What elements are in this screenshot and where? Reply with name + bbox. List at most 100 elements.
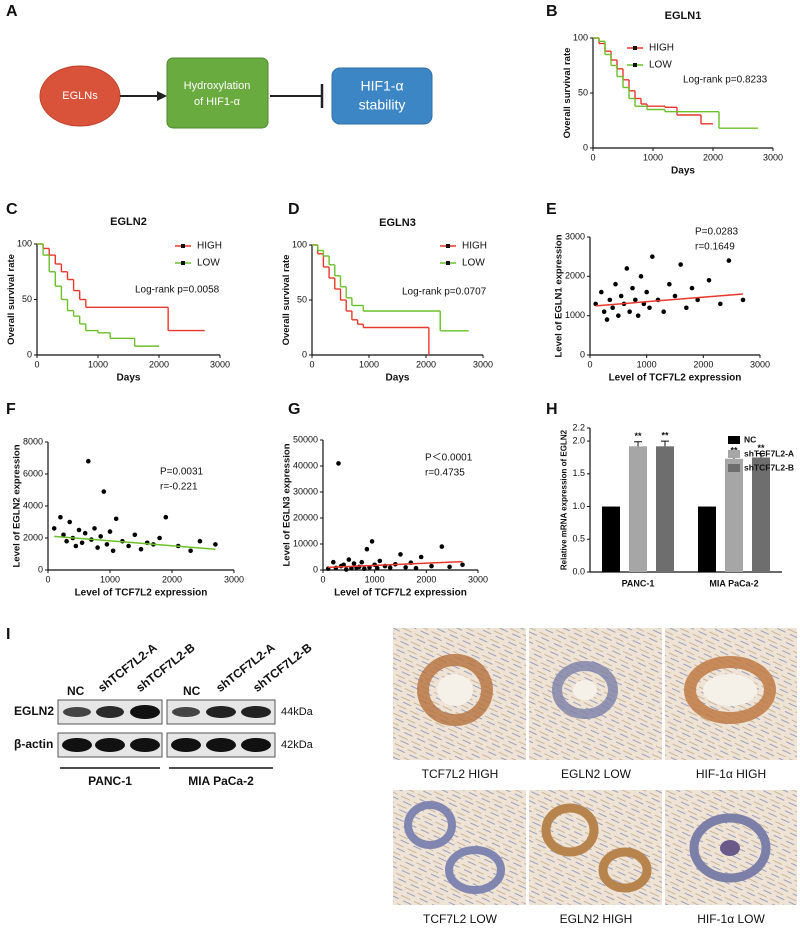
chart-title: EGLN2 xyxy=(110,216,147,228)
y-tick-label: 20000 xyxy=(293,512,318,522)
panel-letter: I xyxy=(6,626,10,643)
significance-label: ** xyxy=(661,430,669,440)
band xyxy=(206,738,236,752)
y-tick-label: 0 xyxy=(313,564,318,574)
legend-label: LOW xyxy=(649,60,672,71)
y-axis-label: Level of EGLN3 expression xyxy=(282,443,293,566)
scatter-point xyxy=(92,526,97,531)
bar xyxy=(698,506,716,572)
scatter-point xyxy=(661,309,666,315)
panel-letter: G xyxy=(288,401,300,418)
arrow-head xyxy=(157,91,167,101)
legend-label: HIGH xyxy=(197,241,222,252)
band xyxy=(172,707,200,717)
ihc-caption: TCF7L2 LOW xyxy=(423,912,498,926)
panel-letter: H xyxy=(546,401,558,418)
legend-label: LOW xyxy=(197,258,220,269)
legend-marker xyxy=(181,244,185,248)
scatter-point xyxy=(138,546,144,552)
scatter-point xyxy=(613,281,618,287)
legend-marker xyxy=(181,261,185,265)
annotation: P＜0.0001 xyxy=(425,453,473,464)
band xyxy=(206,706,236,718)
scatter-point xyxy=(429,563,434,569)
scatter-point xyxy=(343,567,349,572)
scatter-point xyxy=(86,458,91,464)
y-tick-label: 2.0 xyxy=(572,435,585,445)
y-axis-label: Overall survival rate xyxy=(562,48,573,139)
y-tick-label: 4000 xyxy=(23,500,43,510)
panel-letter: B xyxy=(546,3,558,20)
y-tick-label: 0 xyxy=(27,349,32,359)
scatter-point xyxy=(398,552,403,557)
x-axis-label: Days xyxy=(117,373,141,384)
y-tick-label: 100 xyxy=(573,32,588,42)
chart-title: EGLN1 xyxy=(665,10,702,22)
scatter-point xyxy=(647,305,652,311)
ihc-tile xyxy=(393,628,526,760)
size-label: 42kDa xyxy=(281,739,314,751)
y-tick-label: 0 xyxy=(38,564,43,574)
y-tick-label: 1.0 xyxy=(572,501,585,511)
lane-label: NC xyxy=(67,684,85,698)
bar xyxy=(752,457,770,572)
x-tick-label: 1000 xyxy=(359,359,379,369)
scatter-point xyxy=(413,565,419,571)
scatter-point xyxy=(726,258,732,263)
ihc-caption: HIF-1α LOW xyxy=(697,912,765,926)
scatter-point xyxy=(624,266,630,271)
y-axis-label: Relative mRNA expression of EGLN2 xyxy=(560,429,569,570)
x-tick-label: 1000 xyxy=(643,152,663,162)
x-axis-label: Days xyxy=(386,373,410,384)
y-tick-label: 40000 xyxy=(293,460,318,470)
scatter-point xyxy=(403,565,408,570)
size-label: 44kDa xyxy=(281,706,314,718)
ihc-tile xyxy=(665,790,797,905)
x-tick-label: 2000 xyxy=(703,152,723,162)
scatter-point xyxy=(73,543,79,549)
x-axis-label: Level of TCF7L2 expression xyxy=(75,588,208,599)
y-axis-label: Level of EGLN2 expression xyxy=(12,444,23,567)
y-tick-label: 50 xyxy=(578,87,588,97)
x-tick-label: 3000 xyxy=(763,152,783,162)
x-tick-label: 0 xyxy=(320,574,325,584)
legend-marker xyxy=(633,63,637,67)
scatter-point xyxy=(58,514,63,520)
scatter-point xyxy=(604,317,610,322)
ihc-caption: EGLN2 HIGH xyxy=(560,912,633,926)
error-bar xyxy=(757,453,765,458)
scatter-point xyxy=(110,548,116,554)
y-tick-label: 0.0 xyxy=(572,566,585,576)
scatter-point xyxy=(672,293,678,299)
scatter-point xyxy=(197,538,203,544)
scatter-point xyxy=(95,545,100,550)
scatter-point xyxy=(82,530,88,536)
legend-marker xyxy=(446,261,450,265)
bar xyxy=(725,458,743,572)
scatter-point xyxy=(718,301,723,307)
legend-label: HIGH xyxy=(649,43,674,54)
x-axis-label: Days xyxy=(671,166,695,177)
x-tick-label: 1000 xyxy=(88,359,108,369)
panel-letter: C xyxy=(6,201,18,218)
cell-line-label: PANC-1 xyxy=(88,774,132,788)
scatter-point xyxy=(377,558,383,564)
scatter-point xyxy=(61,532,66,538)
scatter-point xyxy=(695,297,700,303)
x-tick-label: 2000 xyxy=(416,574,436,584)
scatter-point xyxy=(684,305,689,311)
scatter-point xyxy=(460,562,465,568)
scatter-point xyxy=(633,297,638,303)
annotation: r=0.4735 xyxy=(425,468,465,479)
y-tick-label: 2000 xyxy=(565,271,585,281)
band xyxy=(171,738,201,752)
node-label: stability xyxy=(359,97,406,113)
band xyxy=(241,706,271,718)
y-tick-label: 30000 xyxy=(293,486,318,496)
ihc-tile xyxy=(665,628,797,760)
panel-letter: D xyxy=(288,201,300,218)
y-tick-label: 50 xyxy=(297,294,307,304)
scatter-point xyxy=(79,540,85,546)
x-tick-label: 0 xyxy=(587,359,592,369)
panel-letter: F xyxy=(6,401,16,418)
